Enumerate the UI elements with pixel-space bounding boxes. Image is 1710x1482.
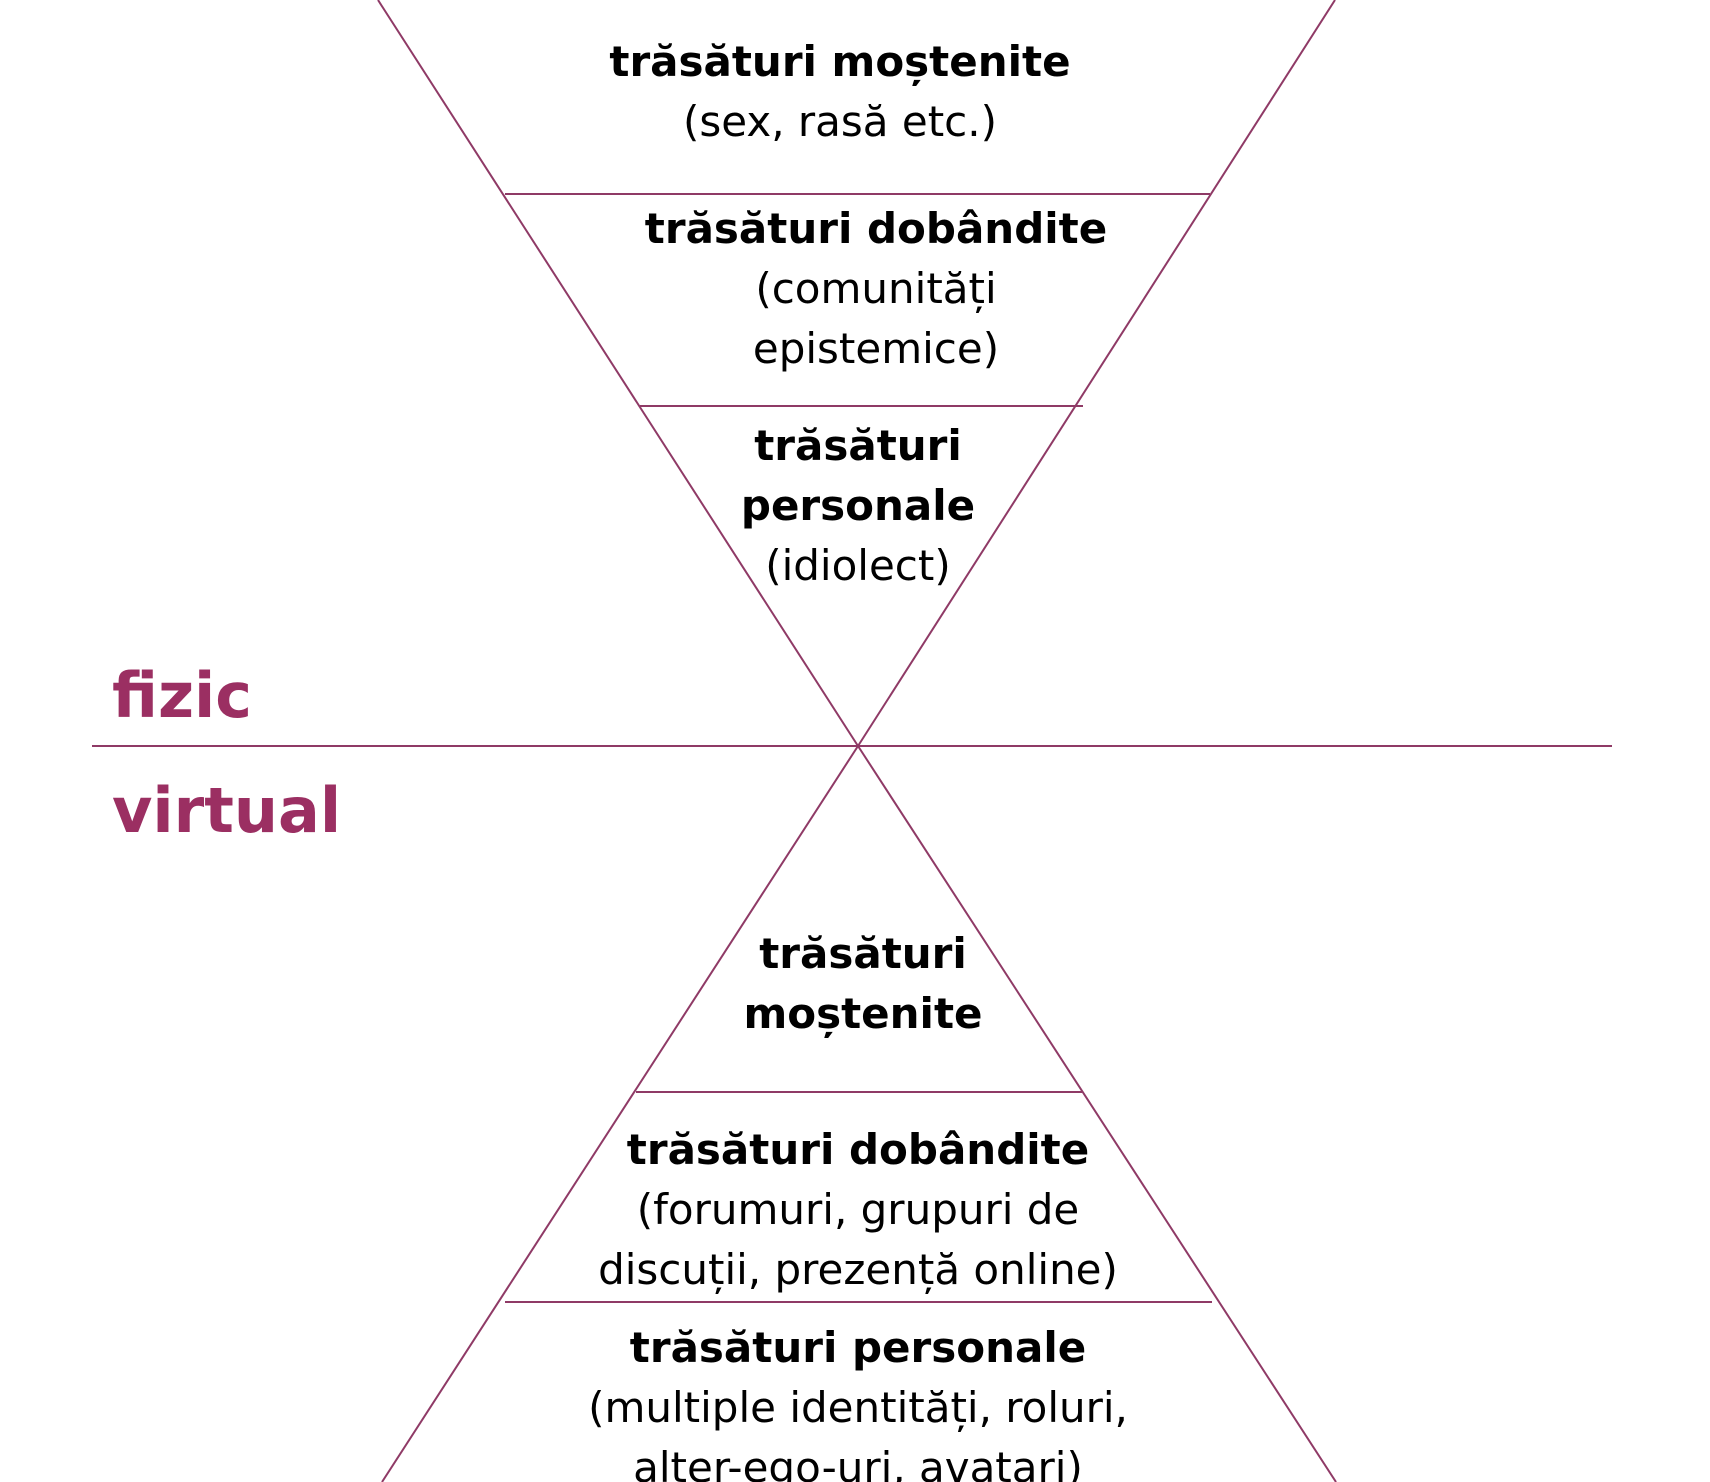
bottom-personal-detail: (multiple identități, roluri, alter-ego-…: [588, 1383, 1128, 1482]
bottom-triangle-right-side: [857, 745, 1337, 1482]
bottom-inherited-title: trăsături moștenite: [743, 929, 983, 1038]
top-acquired-detail: (comunități epistemice): [752, 264, 1000, 373]
virtual-label: virtual: [112, 774, 342, 847]
top-inherited-detail: (sex, rasă etc.): [682, 97, 998, 146]
bottom-acquired-title: trăsături dobândite: [626, 1125, 1090, 1174]
top-triangle-left-side: [377, 0, 859, 747]
top-inherited-traits: trăsături moștenite (sex, rasă etc.): [560, 32, 1120, 152]
top-personal-traits: trăsături personale (idiolect): [713, 416, 1003, 596]
bottom-inherited-traits: trăsături moștenite: [713, 924, 1013, 1044]
top-acquired-title: trăsături dobândite: [644, 204, 1108, 253]
top-inherited-title: trăsături moștenite: [609, 37, 1071, 86]
bottom-triangle-left-side: [381, 745, 859, 1482]
top-triangle-right-side: [857, 0, 1336, 747]
bottom-acquired-traits: trăsături dobândite (forumuri, grupuri d…: [548, 1120, 1168, 1300]
top-acquired-traits: trăsături dobândite (comunități epistemi…: [621, 199, 1131, 379]
top-personal-title: trăsături personale: [740, 421, 976, 530]
bottom-personal-title: trăsături personale: [629, 1323, 1087, 1372]
physical-label: fizic: [112, 659, 253, 732]
bottom-personal-traits: trăsături personale (multiple identități…: [543, 1318, 1173, 1482]
bottom-acquired-detail: (forumuri, grupuri de discuții, prezență…: [598, 1185, 1118, 1294]
top-personal-detail: (idiolect): [765, 541, 951, 590]
